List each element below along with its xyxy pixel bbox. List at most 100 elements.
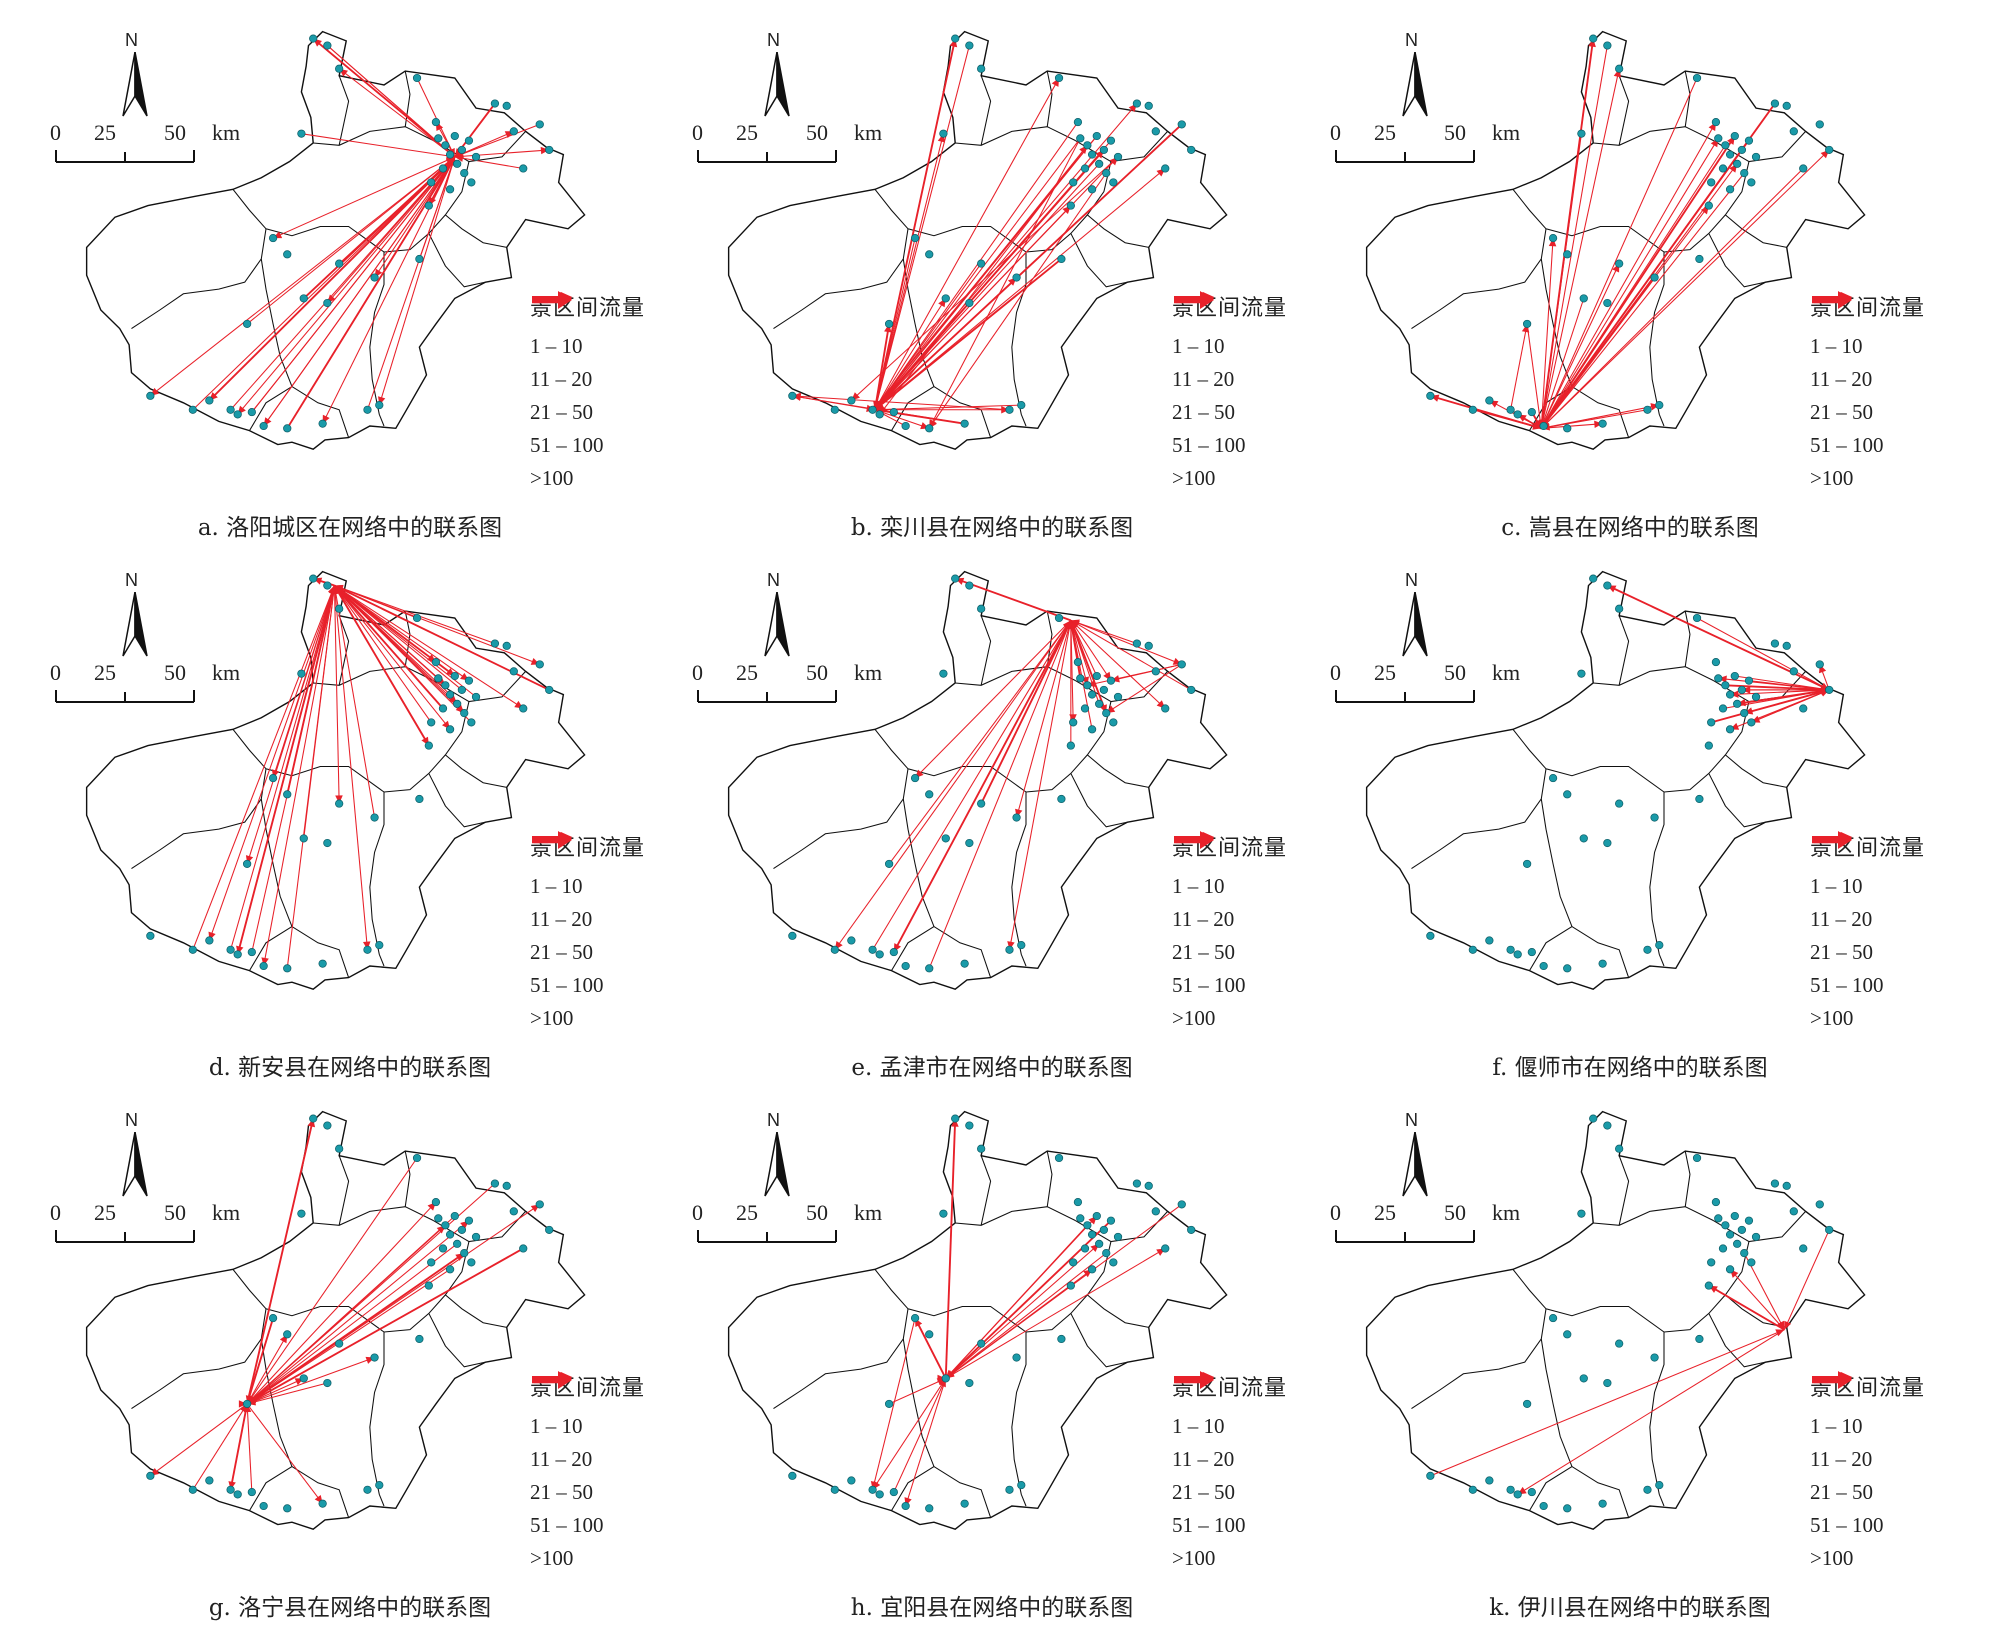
scenic-spot-node <box>335 604 344 613</box>
scenic-spot-node <box>1527 408 1536 417</box>
scenic-spot-node <box>1799 1244 1808 1253</box>
scenic-spot-node <box>941 294 950 303</box>
scenic-spot-node <box>1733 159 1742 168</box>
scenic-spot-node <box>1692 1153 1702 1163</box>
scenic-spot-node <box>1161 704 1170 713</box>
panel-e: e. 孟津市在网络中的联系图 N 0 25 50 km 景区间流量 1 – 10… <box>672 560 1312 1100</box>
scenic-spot-node <box>884 319 894 328</box>
north-label: N <box>767 30 780 50</box>
panel-k: k. 伊川县在网络中的联系图 N 0 25 50 km 景区间流量 1 – 10… <box>1310 1100 1950 1640</box>
scenic-spot-node <box>1577 669 1586 678</box>
legend-item: 51 – 100 <box>1172 1372 1287 1542</box>
legend-label: 51 – 100 <box>1172 433 1246 457</box>
scenic-spot-node <box>977 1144 986 1153</box>
scale-tick-25: 25 <box>94 120 116 145</box>
scenic-spot-node <box>1704 1281 1713 1290</box>
scenic-spot-node <box>1643 945 1652 954</box>
legend-label: 21 – 50 <box>530 1480 593 1504</box>
scenic-spot-node <box>941 1374 950 1383</box>
legend-label: 51 – 100 <box>1172 973 1246 997</box>
scenic-spot-node <box>965 1378 974 1388</box>
legend-label: 21 – 50 <box>1172 940 1235 964</box>
flow-arrow <box>246 1215 456 1405</box>
legend-label: 1 – 10 <box>1172 874 1225 898</box>
scenic-spot-node <box>1603 41 1612 50</box>
scenic-spot-node <box>1099 685 1109 694</box>
scenic-spot-node <box>925 964 934 973</box>
scenic-spot-node <box>438 1244 448 1253</box>
scenic-spot-node <box>1527 1488 1536 1497</box>
scenic-spot-node <box>318 419 327 428</box>
scenic-spot-node <box>441 1221 450 1230</box>
scenic-spot-node <box>1563 424 1572 433</box>
county-boundary <box>1618 1155 1630 1226</box>
region-outline <box>1365 570 1866 990</box>
county-boundary <box>445 754 507 788</box>
county-boundary <box>1087 1294 1149 1328</box>
scenic-spot-node <box>464 136 474 145</box>
county-boundary <box>891 1466 935 1511</box>
scenic-spot-node <box>1615 799 1624 808</box>
county-boundary <box>1708 773 1766 828</box>
legend-item: >100 <box>1810 831 1925 1035</box>
caption-f: f. 偃师市在网络中的联系图 <box>1492 1055 1768 1081</box>
scale-tick-0: 0 <box>692 1200 703 1225</box>
scenic-spot-node <box>1744 136 1754 145</box>
scenic-nodes <box>1426 34 1834 433</box>
scenic-spot-node <box>445 690 455 699</box>
scenic-spot-node <box>1692 613 1702 623</box>
scenic-spot-node <box>424 741 433 750</box>
scenic-spot-node <box>1770 99 1780 108</box>
scenic-spot-node <box>977 1339 986 1348</box>
scenic-spot-node <box>233 950 242 959</box>
county-boundary <box>428 233 486 288</box>
scenic-spot-node <box>415 254 424 264</box>
scenic-spot-node <box>965 298 974 308</box>
scenic-spot-node <box>1718 164 1728 173</box>
scenic-spot-node <box>1714 134 1723 143</box>
scenic-spot-node <box>1144 641 1153 650</box>
scenic-spot-node <box>335 64 344 73</box>
legend-label: 11 – 20 <box>530 1447 593 1471</box>
scenic-spot-node <box>233 410 242 419</box>
legend-item: >100 <box>530 291 645 495</box>
scenic-spot-node <box>450 131 459 141</box>
panel-h: h. 宜阳县在网络中的联系图 N 0 25 50 km 景区间流量 1 – 10… <box>672 1100 1312 1640</box>
scenic-spot-node <box>146 391 155 400</box>
legend-arrow-5-icon <box>1174 1371 1214 1389</box>
scenic-spot-node <box>1468 405 1477 414</box>
scenic-spot-node <box>1695 254 1704 264</box>
scenic-spot-node <box>910 1314 920 1323</box>
scenic-spot-node <box>1099 145 1109 154</box>
scenic-spot-node <box>1825 685 1834 694</box>
flow-arrow <box>1105 663 1183 714</box>
county-boundary <box>1618 75 1630 146</box>
scenic-spot-node <box>226 945 235 954</box>
county-boundaries <box>1365 30 1866 450</box>
scale-bar: 0 25 50 km <box>692 120 896 180</box>
scenic-spot-node <box>434 674 443 683</box>
scenic-spot-node <box>1076 1214 1085 1223</box>
scenic-spot-node <box>925 424 934 433</box>
scale-bar: 0 25 50 km <box>50 1200 254 1260</box>
scenic-spot-node <box>370 273 379 282</box>
flow-lines <box>792 38 1183 430</box>
scenic-spot-node <box>1017 1481 1026 1490</box>
scenic-spot-node <box>363 1485 372 1494</box>
scenic-spot-node <box>268 1314 278 1323</box>
scenic-spot-node <box>323 838 332 848</box>
scenic-spot-node <box>1539 421 1548 431</box>
scenic-spot-node <box>1099 1225 1109 1234</box>
county-boundary <box>1411 1308 1547 1409</box>
county-boundary <box>1593 1206 1714 1226</box>
scenic-spot-node <box>1054 1153 1064 1163</box>
scenic-spot-node <box>545 1225 554 1234</box>
legend-item: 21 – 50 <box>1810 832 1925 969</box>
flow-arrow <box>945 1219 1112 1380</box>
legend-item: 1 – 10 <box>1172 1373 1287 1443</box>
scenic-spot-node <box>1603 298 1612 308</box>
scale-bar: 0 25 50 km <box>692 660 896 720</box>
panel-b: b. 栾川县在网络中的联系图 N 0 25 50 km 景区间流量 1 – 10… <box>672 20 1312 560</box>
scale-tick-0: 0 <box>50 660 61 685</box>
legend-arrow-5-icon <box>1812 291 1852 309</box>
